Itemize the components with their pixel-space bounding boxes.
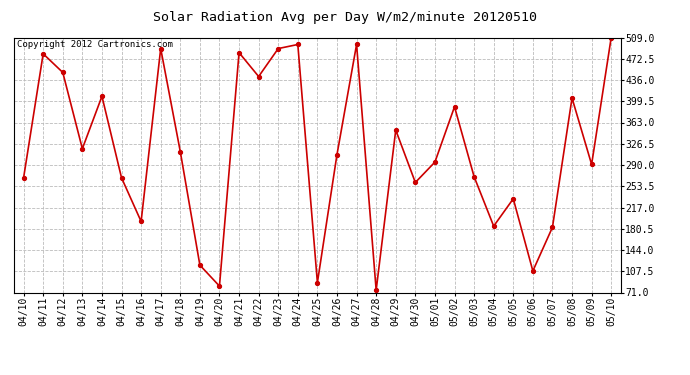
Text: Copyright 2012 Cartronics.com: Copyright 2012 Cartronics.com [17, 40, 172, 49]
Text: Solar Radiation Avg per Day W/m2/minute 20120510: Solar Radiation Avg per Day W/m2/minute … [153, 11, 537, 24]
